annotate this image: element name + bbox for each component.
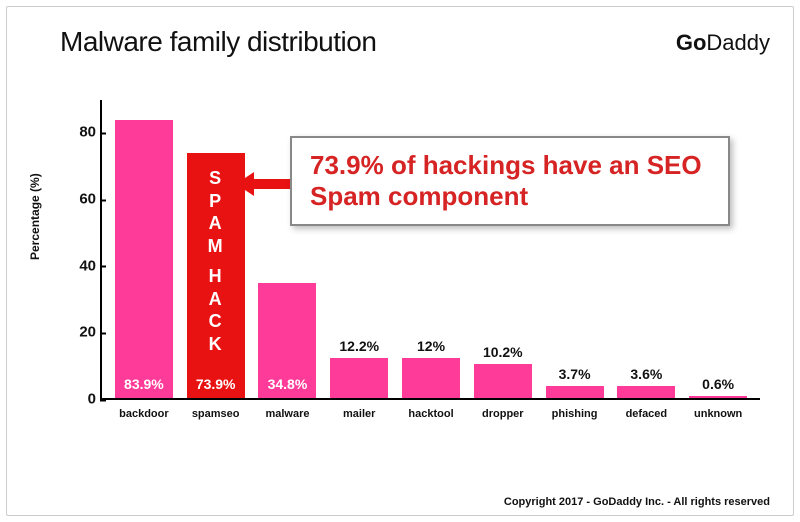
bar: 3.7%	[546, 386, 604, 398]
category-label: spamseo	[180, 408, 252, 420]
category-label: defaced	[610, 408, 682, 420]
bar: 34.8%	[258, 283, 316, 398]
category-label: phishing	[539, 408, 611, 420]
category-label: hacktool	[395, 408, 467, 420]
category-label: malware	[252, 408, 324, 420]
copyright-text: Copyright 2017 - GoDaddy Inc. - All righ…	[504, 496, 770, 508]
bar: 3.6%	[617, 386, 675, 398]
bar-value-label: 83.9%	[115, 376, 173, 392]
y-axis-label: Percentage (%)	[28, 173, 42, 260]
bar: 10.2%	[474, 364, 532, 398]
bar-slot: 12%hacktool	[395, 358, 467, 398]
y-tick: 60	[62, 191, 96, 208]
bar-slot: 34.8%malware	[252, 283, 324, 398]
bar-slot: 3.7%phishing	[539, 386, 611, 398]
bar-value-label: 0.6%	[689, 376, 747, 392]
bar-value-label: 12%	[402, 338, 460, 354]
y-tick: 20	[62, 324, 96, 341]
bar: 12.2%	[330, 358, 388, 398]
bar: 83.9%	[115, 120, 173, 398]
category-label: backdoor	[108, 408, 180, 420]
bar-slot: 3.6%defaced	[610, 386, 682, 398]
y-tick: 40	[62, 257, 96, 274]
brand-thin: Daddy	[706, 30, 770, 55]
brand-logo: GoDaddy	[676, 30, 770, 56]
bar-slot: 12.2%mailer	[323, 358, 395, 398]
bar-value-label: 10.2%	[474, 344, 532, 360]
category-label: unknown	[682, 408, 754, 420]
category-label: dropper	[467, 408, 539, 420]
bar-value-label: 12.2%	[330, 338, 388, 354]
y-tick: 0	[62, 391, 96, 408]
bar: 12%	[402, 358, 460, 398]
bar-slot: 10.2%dropper	[467, 364, 539, 398]
bar-value-label: 73.9%	[187, 376, 245, 392]
callout-arrow-icon	[236, 172, 290, 196]
brand-bold: Go	[676, 30, 707, 55]
bar-slot: 0.6%unknown	[682, 396, 754, 398]
bar-value-label: 3.6%	[617, 366, 675, 382]
bar-value-label: 34.8%	[258, 376, 316, 392]
y-tick: 80	[62, 124, 96, 141]
callout-text: 73.9% of hackings have an SEO Spam compo…	[310, 150, 710, 212]
category-label: mailer	[323, 408, 395, 420]
callout-box: 73.9% of hackings have an SEO Spam compo…	[290, 136, 730, 226]
bar-slot: 83.9%backdoor	[108, 120, 180, 398]
chart-title: Malware family distribution	[60, 26, 376, 58]
bar: 0.6%	[689, 396, 747, 398]
bar-value-label: 3.7%	[546, 366, 604, 382]
